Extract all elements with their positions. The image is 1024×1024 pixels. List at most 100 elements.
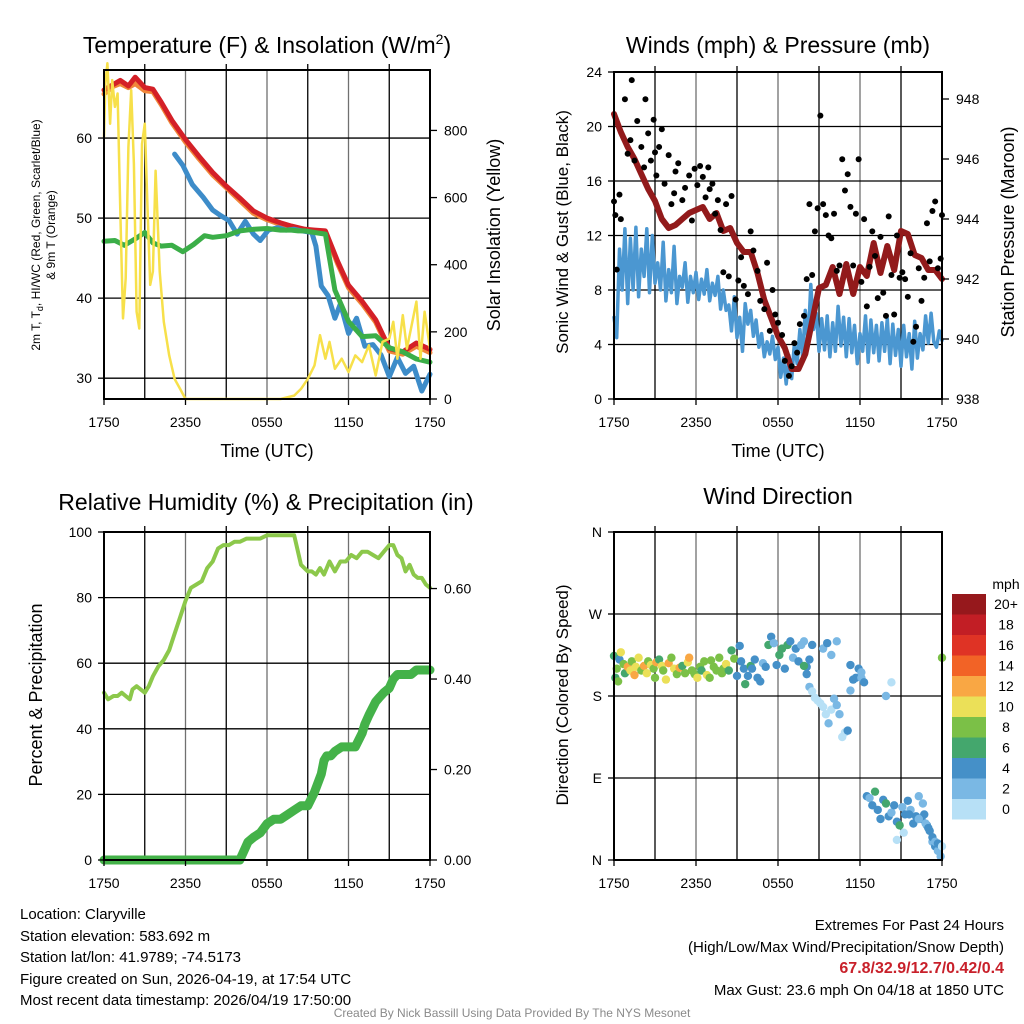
direction-point [772, 660, 781, 670]
direction-point [859, 678, 869, 687]
direction-point [832, 700, 841, 710]
y-tick-label: W [589, 606, 603, 622]
gust-point [624, 150, 631, 157]
x-tick-label: 1750 [926, 875, 957, 891]
direction-point [700, 657, 709, 666]
gust-point [932, 198, 939, 205]
series-line-hi-wc [172, 151, 433, 394]
temperature-x-ticks: 1750 2350 0550 1150 1750 [88, 64, 446, 430]
direction-point [799, 661, 809, 671]
wind-y2-label: Station Pressure (Maroon) [998, 126, 1018, 337]
y2-tick-label: 0 [444, 391, 452, 407]
gust-point [869, 228, 876, 235]
direction-point [857, 668, 866, 677]
direction-point [881, 799, 891, 808]
gust-point [811, 228, 818, 235]
gust-point [725, 273, 732, 280]
x-tick-label: 1750 [414, 414, 445, 430]
direction-point [769, 638, 779, 648]
gust-point [833, 267, 840, 274]
wind-y-ticks: 0 4 8 12 16 20 24 [586, 64, 614, 407]
direction-x-ticks: 1750 2350 0550 1150 1750 [598, 526, 958, 891]
temperature-y-label-part: 2m T, T [29, 310, 43, 350]
gust-point [705, 164, 712, 171]
direction-point [630, 670, 639, 680]
y2-tick-label: 944 [956, 211, 980, 227]
y-tick-label: 12 [586, 228, 602, 244]
direction-point [824, 719, 833, 728]
direction-point [905, 810, 914, 819]
gust-point [866, 263, 873, 270]
gust-point [785, 372, 792, 379]
x-tick-label: 1150 [845, 875, 875, 891]
gust-point [839, 156, 846, 163]
gust-point [806, 201, 813, 208]
y2-tick-label: 0.40 [444, 671, 471, 687]
y-tick-label: 100 [69, 524, 93, 540]
gust-point [918, 297, 925, 304]
gust-point [910, 338, 917, 345]
gust-point [803, 276, 810, 283]
direction-point [823, 638, 832, 648]
y-tick-label: 40 [76, 290, 92, 306]
wind-y2-ticks: 938 940 942 944 946 948 [942, 91, 980, 407]
gust-point [915, 265, 922, 272]
gust-point [645, 130, 652, 137]
y2-tick-label: 946 [956, 151, 980, 167]
gust-point [621, 96, 628, 103]
direction-point [873, 805, 882, 815]
gust-point [747, 228, 754, 235]
extremes-values: 67.8/32.9/12.7/0.42/0.4 [839, 960, 1004, 977]
direction-point [887, 678, 896, 687]
gust-point [641, 164, 648, 171]
direction-point [727, 646, 736, 655]
y-tick-label: 0 [594, 391, 602, 407]
gust-point [732, 296, 739, 303]
direction-point [642, 669, 651, 678]
gust-point [682, 184, 689, 191]
x-tick-label: 0550 [251, 875, 282, 891]
gust-point [847, 203, 854, 210]
y-tick-label: 16 [586, 173, 602, 189]
direction-point [876, 814, 885, 824]
gust-point [638, 143, 645, 150]
humidity-x-ticks: 1750 2350 0550 1150 1750 [88, 526, 446, 891]
humidity-panel: Relative Humidity (%) & Precipitation (i… [26, 489, 474, 891]
y2-tick-label: 0.60 [444, 581, 471, 597]
direction-point [706, 656, 716, 665]
y-tick-label: 40 [76, 721, 92, 737]
y2-tick-label: 0.20 [444, 762, 471, 778]
y-tick-label: 8 [594, 282, 602, 298]
gust-point [723, 201, 730, 208]
gust-point [675, 160, 682, 167]
series-line-station-pressure [611, 111, 945, 372]
elevation-text: Station elevation: 583.692 m [20, 927, 211, 945]
direction-point [766, 632, 776, 641]
temperature-y-label-line1: 2m T, Td, HI/WC (Red, Green, Scarlet/Blu… [29, 119, 45, 350]
gust-point [650, 116, 657, 123]
series-line-relative-humidity [102, 533, 432, 702]
temperature-y-label-line2: & 9m T (Orange) [44, 190, 58, 280]
gust-point [652, 149, 658, 156]
wind-x-label: Time (UTC) [731, 441, 824, 461]
direction-point [672, 669, 682, 679]
colorbar-label: 18 [998, 617, 1014, 633]
colorbar-label: 12 [998, 678, 1014, 694]
direction-point [805, 655, 814, 664]
x-tick-label: 0550 [251, 414, 282, 430]
direction-point [761, 662, 770, 672]
gust-point [877, 233, 884, 240]
gust-point [694, 182, 701, 189]
gust-point [628, 77, 635, 84]
gust-point [735, 277, 742, 284]
direction-point [818, 702, 828, 712]
x-tick-label: 2350 [170, 414, 201, 430]
direction-title: Wind Direction [703, 483, 853, 509]
direction-point [780, 664, 790, 673]
gust-point [658, 126, 665, 133]
colorbar-swatch [952, 635, 986, 656]
gust-point [688, 217, 695, 224]
gust-point [888, 272, 895, 279]
direction-point [736, 657, 746, 666]
y-tick-label: N [592, 524, 602, 540]
